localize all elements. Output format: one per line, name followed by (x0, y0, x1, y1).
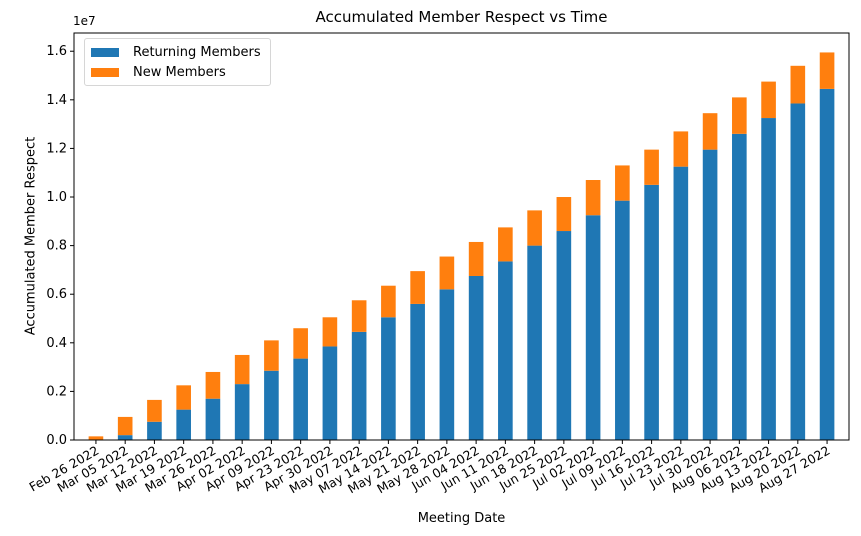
bar-returning-6 (264, 370, 279, 440)
legend: Returning Members New Members (84, 38, 271, 86)
x-axis-label: Meeting Date (417, 511, 506, 526)
bar-returning-3 (176, 409, 191, 440)
bar-returning-1 (117, 435, 133, 440)
bar-new-19 (644, 149, 659, 185)
bar-returning-20 (673, 166, 689, 440)
bar-returning-7 (293, 358, 308, 440)
bar-new-4 (205, 371, 221, 399)
bar-new-16 (556, 197, 572, 232)
bar-returning-4 (205, 398, 221, 440)
bar-returning-17 (585, 215, 601, 440)
bar-new-17 (585, 180, 601, 216)
bar-new-15 (527, 210, 542, 246)
bar-new-25 (819, 52, 835, 89)
legend-item-returning: Returning Members (91, 43, 261, 61)
bar-returning-13 (468, 275, 484, 440)
bar-new-22 (732, 97, 747, 134)
bar-returning-16 (556, 231, 572, 440)
legend-item-new: New Members (91, 63, 226, 81)
bar-returning-9 (351, 331, 367, 440)
bar-new-6 (264, 340, 279, 371)
bar-new-3 (176, 385, 191, 410)
bar-returning-24 (790, 103, 806, 441)
bar-new-24 (790, 65, 806, 104)
bar-returning-5 (234, 384, 250, 440)
bar-returning-14 (498, 261, 513, 440)
bar-returning-10 (381, 317, 396, 440)
bar-new-0 (88, 436, 104, 440)
bar-new-10 (381, 285, 396, 318)
bar-new-5 (234, 354, 250, 385)
y-tick-label-5: 1.0 (46, 190, 67, 205)
bar-new-9 (351, 300, 367, 332)
bar-new-18 (615, 165, 630, 201)
y-tick-label-0: 0.0 (46, 433, 67, 448)
bar-new-2 (147, 399, 162, 422)
bar-new-20 (673, 131, 689, 167)
bar-new-1 (117, 416, 133, 436)
bar-new-7 (293, 328, 308, 359)
legend-swatch-new (91, 67, 119, 77)
bar-returning-19 (644, 184, 659, 440)
y-tick-label-7: 1.4 (46, 93, 67, 108)
bar-returning-8 (322, 346, 338, 440)
bar-new-11 (410, 271, 425, 304)
bar-new-12 (439, 256, 455, 290)
bar-returning-23 (761, 118, 776, 441)
bar-returning-21 (702, 149, 718, 440)
bar-returning-15 (527, 245, 542, 440)
y-tick-label-1: 0.2 (46, 384, 67, 399)
plot-frame (73, 32, 850, 441)
y-tick-label-8: 1.6 (46, 44, 67, 59)
chart-title: Accumulated Member Respect vs Time (315, 8, 608, 26)
bar-new-23 (761, 81, 776, 119)
y-tick-label-4: 0.8 (46, 239, 67, 254)
legend-swatch-returning (91, 47, 119, 57)
bar-returning-12 (439, 289, 455, 440)
y-tick-label-6: 1.2 (46, 141, 67, 156)
legend-label-returning: Returning Members (133, 44, 261, 60)
y-axis-multiplier: 1e7 (73, 14, 96, 28)
legend-label-new: New Members (133, 64, 226, 80)
bar-new-13 (468, 241, 484, 276)
y-tick-label-2: 0.4 (46, 336, 67, 351)
y-tick-label-3: 0.6 (46, 287, 67, 302)
bar-returning-2 (147, 421, 162, 440)
bar-returning-22 (732, 133, 747, 440)
bar-returning-25 (819, 88, 835, 440)
bar-group (88, 52, 835, 441)
bar-returning-18 (615, 200, 630, 440)
bar-new-8 (322, 317, 338, 347)
bar-new-14 (498, 227, 513, 262)
bar-returning-11 (410, 303, 425, 440)
bar-new-21 (702, 113, 718, 150)
